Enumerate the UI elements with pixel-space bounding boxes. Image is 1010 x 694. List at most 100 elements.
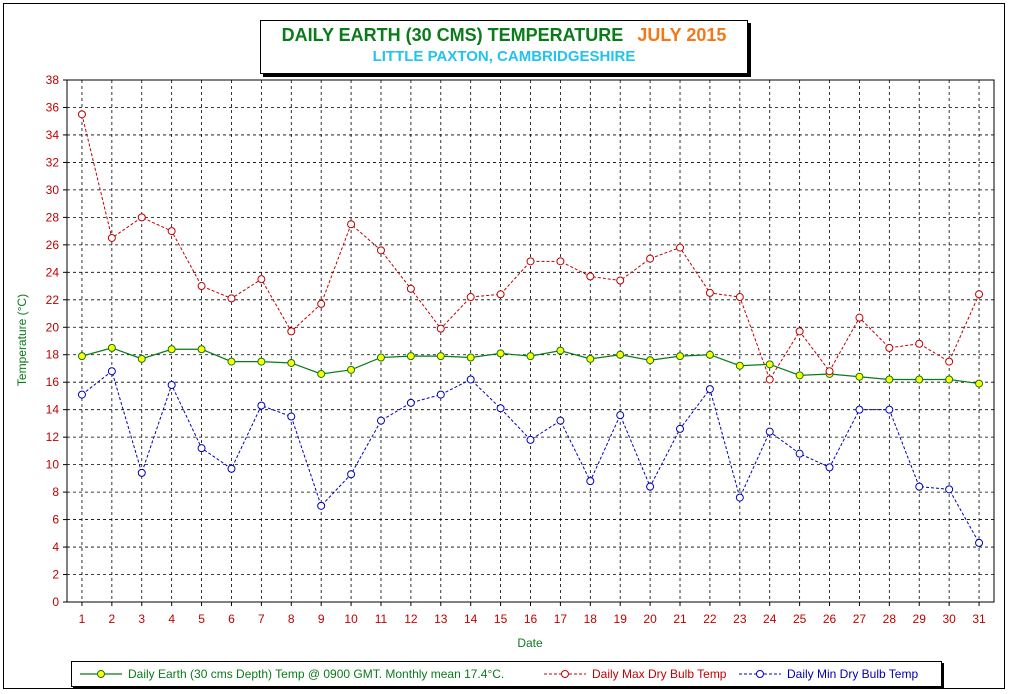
y-tick-label: 8	[52, 485, 59, 499]
data-point	[855, 405, 864, 414]
x-tick-label: 30	[942, 612, 956, 626]
x-tick-label: 12	[404, 612, 418, 626]
data-point	[795, 371, 804, 380]
data-point	[406, 284, 415, 293]
x-tick-label: 10	[344, 612, 358, 626]
data-point	[825, 463, 834, 472]
data-point	[376, 416, 385, 425]
data-point	[795, 449, 804, 458]
data-point	[227, 357, 236, 366]
data-point	[496, 290, 505, 299]
chart-subtitle: LITTLE PAXTON, CAMBRIDGESHIRE	[372, 48, 636, 65]
data-point	[466, 293, 475, 302]
data-point	[705, 385, 714, 394]
data-point	[586, 354, 595, 363]
chart-title: DAILY EARTH (30 CMS) TEMPERATURE	[281, 25, 624, 45]
data-point	[885, 405, 894, 414]
x-tick-label: 5	[198, 612, 205, 626]
y-tick-label: 28	[46, 210, 60, 224]
y-tick-label: 38	[46, 73, 60, 87]
data-point	[137, 468, 146, 477]
legend-item-max: Daily Max Dry Bulb Temp	[542, 662, 726, 686]
data-point	[526, 352, 535, 361]
x-tick-label: 2	[109, 612, 116, 626]
data-point	[915, 339, 924, 348]
data-point	[466, 375, 475, 384]
x-tick-label: 29	[913, 612, 927, 626]
data-point	[167, 227, 176, 236]
y-tick-label: 6	[52, 513, 59, 527]
data-point	[347, 220, 356, 229]
x-tick-label: 22	[703, 612, 717, 626]
x-tick-label: 3	[138, 612, 145, 626]
data-point	[257, 401, 266, 410]
data-point	[586, 477, 595, 486]
x-tick-label: 6	[228, 612, 235, 626]
y-tick-label: 20	[46, 320, 60, 334]
data-point	[107, 367, 116, 376]
x-tick-label: 31	[972, 612, 986, 626]
y-tick-label: 12	[46, 430, 60, 444]
x-tick-label: 19	[614, 612, 628, 626]
legend-swatch-min	[739, 670, 781, 678]
data-point	[137, 354, 146, 363]
data-point	[526, 435, 535, 444]
y-axis-label: Temperature (°C)	[15, 294, 29, 386]
legend-item-min: Daily Min Dry Bulb Temp	[737, 662, 918, 686]
data-point	[676, 352, 685, 361]
data-point	[197, 282, 206, 291]
y-tick-label: 16	[46, 375, 60, 389]
data-point	[107, 343, 116, 352]
data-point	[915, 375, 924, 384]
data-point	[945, 375, 954, 384]
legend: Daily Earth (30 cms Depth) Temp @ 0900 G…	[71, 661, 942, 687]
data-point	[436, 324, 445, 333]
y-tick-label: 32	[46, 155, 60, 169]
x-tick-label: 23	[733, 612, 747, 626]
data-point	[347, 365, 356, 374]
x-tick-label: 7	[258, 612, 265, 626]
x-tick-label: 27	[853, 612, 867, 626]
data-point	[287, 327, 296, 336]
data-point	[765, 360, 774, 369]
series-layer	[77, 110, 984, 547]
data-point	[855, 313, 864, 322]
data-point	[406, 352, 415, 361]
legend-swatch-earth	[80, 670, 122, 678]
data-point	[167, 380, 176, 389]
data-point	[646, 482, 655, 491]
data-point	[795, 327, 804, 336]
x-tick-label: 14	[464, 612, 478, 626]
data-point	[376, 353, 385, 362]
data-point	[107, 233, 116, 242]
x-tick-label: 25	[793, 612, 807, 626]
y-tick-label: 24	[46, 265, 60, 279]
data-point	[915, 482, 924, 491]
data-point	[855, 372, 864, 381]
data-point	[257, 357, 266, 366]
data-point	[287, 358, 296, 367]
data-point	[735, 493, 744, 502]
data-point	[825, 367, 834, 376]
y-tick-label: 18	[46, 348, 60, 362]
legend-label-min: Daily Min Dry Bulb Temp	[787, 667, 919, 681]
x-tick-label: 16	[524, 612, 538, 626]
y-tick-label: 30	[46, 183, 60, 197]
data-point	[347, 470, 356, 479]
y-tick-label: 2	[52, 568, 59, 582]
data-point	[735, 293, 744, 302]
data-point	[466, 353, 475, 362]
grid	[66, 79, 995, 603]
data-point	[705, 288, 714, 297]
data-point	[556, 416, 565, 425]
data-point	[975, 538, 984, 547]
y-tick-label: 36	[46, 100, 60, 114]
data-point	[735, 361, 744, 370]
data-point	[945, 485, 954, 494]
data-point	[287, 412, 296, 421]
data-point	[317, 299, 326, 308]
legend-item-earth: Daily Earth (30 cms Depth) Temp @ 0900 G…	[78, 662, 504, 686]
data-point	[317, 501, 326, 510]
y-tick-label: 26	[46, 238, 60, 252]
